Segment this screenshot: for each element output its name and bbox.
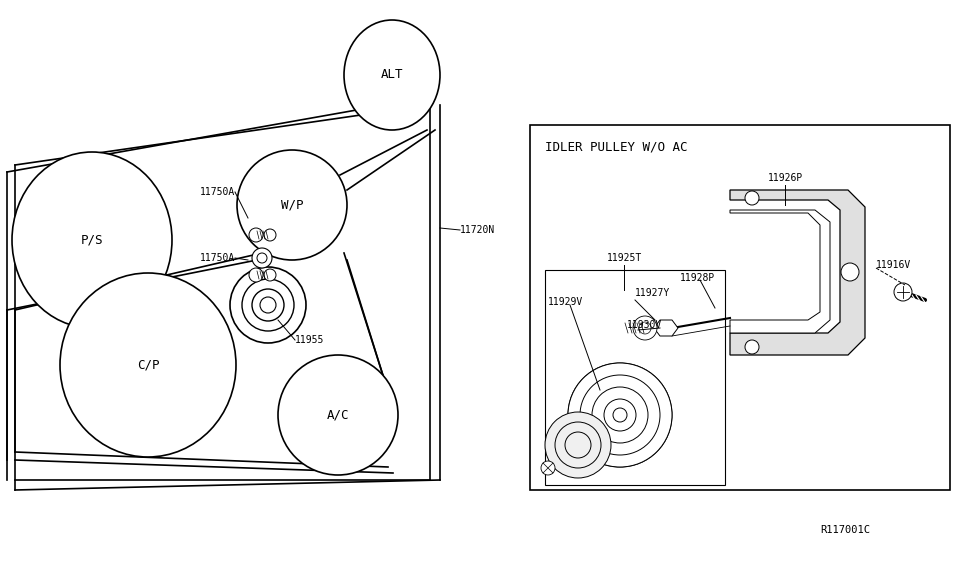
Text: 11927Y: 11927Y <box>635 288 670 298</box>
Text: ALT: ALT <box>381 68 404 82</box>
Text: 11925T: 11925T <box>606 253 642 263</box>
Circle shape <box>249 268 263 282</box>
Circle shape <box>278 355 398 475</box>
Circle shape <box>633 316 657 340</box>
Circle shape <box>639 322 651 334</box>
Text: R117001C: R117001C <box>820 525 870 535</box>
Text: C/P: C/P <box>136 358 159 371</box>
Ellipse shape <box>344 20 440 130</box>
Circle shape <box>745 191 759 205</box>
Circle shape <box>260 297 276 313</box>
Circle shape <box>237 150 347 260</box>
Polygon shape <box>730 190 865 355</box>
Text: 11929V: 11929V <box>548 297 583 307</box>
Circle shape <box>841 263 859 281</box>
Circle shape <box>249 228 263 242</box>
Circle shape <box>242 279 294 331</box>
Text: IDLER PULLEY W/O AC: IDLER PULLEY W/O AC <box>545 140 687 153</box>
Polygon shape <box>730 210 830 333</box>
Text: 11930V: 11930V <box>627 320 662 330</box>
Circle shape <box>252 289 284 321</box>
Text: A/C: A/C <box>327 409 349 422</box>
Circle shape <box>264 269 276 281</box>
Bar <box>530 125 950 490</box>
Text: P/S: P/S <box>81 234 103 247</box>
Circle shape <box>264 229 276 241</box>
Ellipse shape <box>60 273 236 457</box>
Bar <box>545 270 725 485</box>
Circle shape <box>541 461 555 475</box>
Text: 11955: 11955 <box>295 335 325 345</box>
Ellipse shape <box>12 152 172 328</box>
Circle shape <box>545 412 611 478</box>
Circle shape <box>894 283 912 301</box>
Polygon shape <box>654 320 678 336</box>
Circle shape <box>745 340 759 354</box>
Circle shape <box>568 363 672 467</box>
Text: 11750A: 11750A <box>200 253 235 263</box>
Text: 11928P: 11928P <box>680 273 716 283</box>
Circle shape <box>252 248 272 268</box>
Text: 11926P: 11926P <box>767 173 802 183</box>
Circle shape <box>230 267 306 343</box>
Text: 11750A: 11750A <box>200 187 235 197</box>
Circle shape <box>257 253 267 263</box>
Text: 11916V: 11916V <box>876 260 912 270</box>
Circle shape <box>568 363 672 467</box>
Text: 11720N: 11720N <box>460 225 495 235</box>
Text: W/P: W/P <box>281 199 303 212</box>
